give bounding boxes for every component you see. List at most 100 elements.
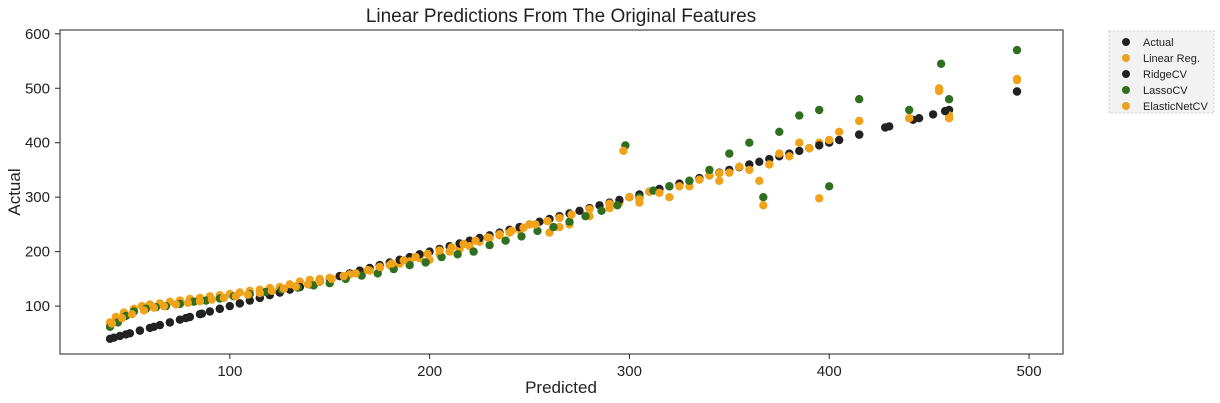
data-point <box>117 313 127 323</box>
data-point <box>387 259 396 268</box>
data-point <box>795 111 804 120</box>
data-point <box>501 236 510 245</box>
data-point <box>765 160 774 169</box>
data-point <box>267 286 276 295</box>
data-point <box>745 165 754 175</box>
data-point <box>303 280 312 289</box>
chart-title: Linear Predictions From The Original Fea… <box>366 6 756 27</box>
data-point <box>149 303 159 312</box>
data-point <box>243 290 252 299</box>
data-point <box>775 127 784 136</box>
data-point <box>225 301 234 311</box>
x-tick-label: 200 <box>417 363 442 380</box>
data-point <box>195 297 205 306</box>
legend-label: Linear Reg. <box>1143 53 1200 65</box>
data-point <box>517 232 526 241</box>
data-point <box>835 135 844 145</box>
data-point <box>815 194 824 203</box>
y-tick-label: 400 <box>25 135 50 152</box>
data-point <box>944 114 954 123</box>
data-point <box>375 262 384 272</box>
data-point <box>695 175 704 184</box>
data-point <box>149 322 159 331</box>
data-point <box>205 307 215 316</box>
data-point <box>675 182 684 191</box>
data-point <box>315 277 324 286</box>
data-point <box>543 216 552 226</box>
data-point <box>567 210 576 219</box>
data-point <box>555 213 564 223</box>
data-point <box>453 250 462 259</box>
data-point <box>135 326 145 335</box>
data-point <box>928 110 938 119</box>
data-point <box>159 301 169 311</box>
data-point <box>745 138 754 147</box>
data-point <box>215 304 224 313</box>
data-point <box>805 144 814 153</box>
legend-label: LassoCV <box>1143 85 1188 97</box>
y-tick-label: 500 <box>25 80 50 97</box>
y-axis-title: Actual <box>5 168 24 215</box>
data-point <box>549 222 558 232</box>
data-point <box>291 282 300 291</box>
data-point <box>795 146 804 156</box>
data-point <box>231 292 240 301</box>
data-point <box>755 157 764 166</box>
data-point <box>934 84 944 93</box>
data-point <box>825 182 834 191</box>
data-point <box>139 306 149 315</box>
data-point <box>885 122 894 131</box>
data-point <box>755 176 764 185</box>
data-point <box>735 162 744 171</box>
data-point <box>495 230 504 239</box>
legend-label: RidgeCV <box>1143 69 1188 81</box>
series-2 <box>105 75 1022 327</box>
data-point <box>181 313 191 323</box>
data-point <box>471 236 480 245</box>
data-point <box>940 106 950 116</box>
data-point <box>635 195 644 204</box>
y-tick-label: 100 <box>25 298 50 315</box>
data-point <box>705 165 714 175</box>
data-point <box>339 271 348 281</box>
data-point <box>619 146 628 156</box>
chart-marks <box>105 45 1022 343</box>
data-point <box>725 168 734 177</box>
data-point <box>531 220 540 229</box>
data-point <box>165 318 175 327</box>
data-point <box>685 176 694 185</box>
data-point <box>855 95 864 104</box>
data-point <box>127 310 137 319</box>
data-point <box>363 265 372 275</box>
y-tick-label: 200 <box>25 244 50 261</box>
data-point <box>815 105 824 115</box>
data-point <box>351 269 360 278</box>
data-point <box>235 299 244 308</box>
data-point <box>485 240 494 250</box>
y-tick-label: 300 <box>25 189 50 206</box>
data-point <box>581 212 590 221</box>
data-point <box>1012 87 1022 96</box>
data-point <box>437 252 446 262</box>
data-point <box>423 249 432 258</box>
data-point <box>905 114 914 123</box>
data-point <box>605 199 614 208</box>
data-point <box>197 309 207 318</box>
y-tick-label: 600 <box>25 26 50 43</box>
data-point <box>279 284 288 293</box>
data-point <box>207 295 216 304</box>
legend-label: ElasticNetCV <box>1143 101 1208 113</box>
data-point <box>327 274 336 284</box>
data-point <box>715 169 724 178</box>
data-point <box>107 319 117 328</box>
data-point <box>483 233 492 242</box>
x-tick-label: 500 <box>1017 363 1042 380</box>
data-point <box>469 247 478 256</box>
data-point <box>219 293 228 303</box>
data-point <box>519 223 528 232</box>
legend-marker <box>1122 70 1130 78</box>
data-point <box>255 288 264 298</box>
plot-frame <box>59 29 1064 355</box>
legend-items: Actual Linear Reg. RidgeCV LassoCV ElasticNe… <box>1122 37 1208 113</box>
x-tick-label: 400 <box>817 363 842 380</box>
